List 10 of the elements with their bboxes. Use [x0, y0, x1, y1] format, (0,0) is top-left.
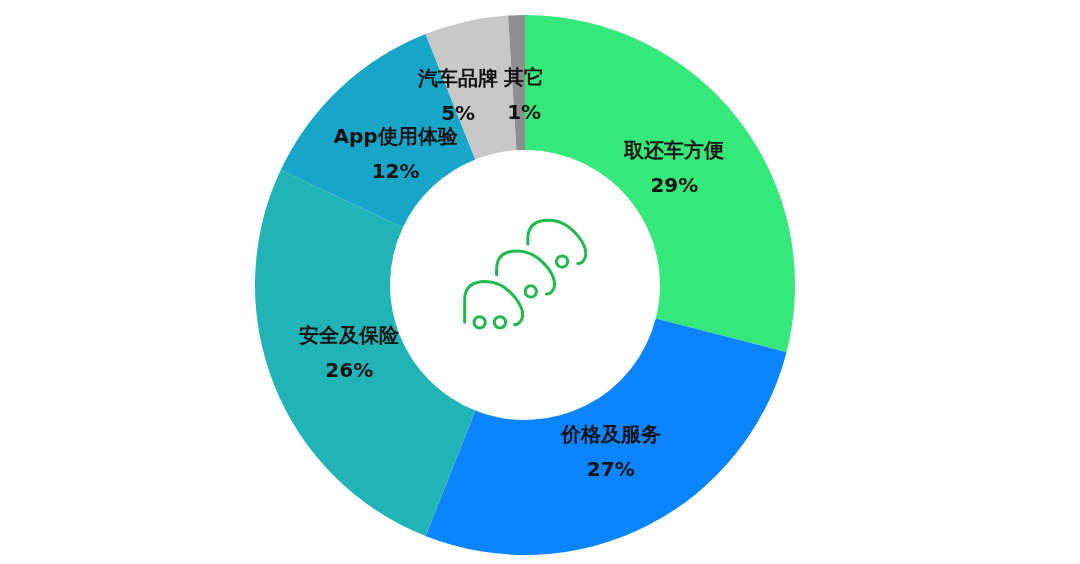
slice-label: App使用体验 — [333, 123, 459, 148]
slice-label: 价格及服务 — [559, 422, 661, 447]
data-label: 1% — [507, 99, 542, 124]
slice-label: 其它 — [503, 64, 545, 89]
data-label: 26% — [325, 358, 374, 383]
data-label: 12% — [371, 158, 420, 183]
slice-label: 取还车方便 — [623, 137, 725, 162]
data-label: 27% — [586, 457, 635, 482]
data-label: 29% — [650, 172, 699, 197]
slice-label: 安全及保险 — [299, 323, 401, 348]
